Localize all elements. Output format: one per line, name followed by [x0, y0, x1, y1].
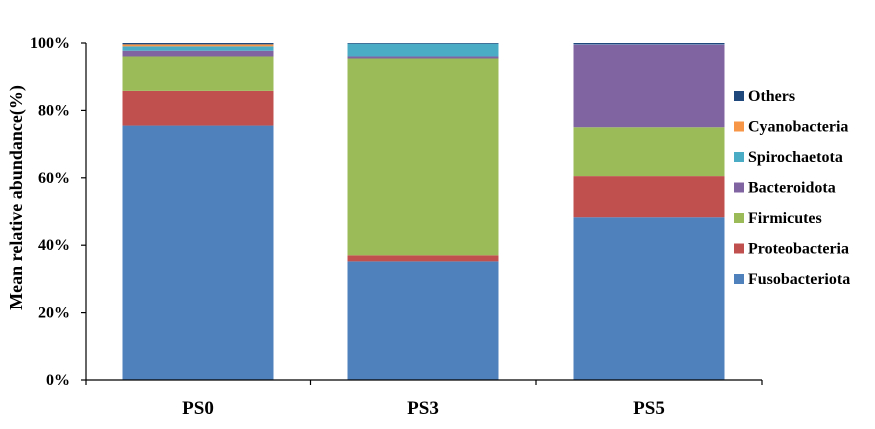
legend-swatch-cyanobacteria [734, 121, 744, 132]
legend: Others Cyanobacteria Spirochaetota Bacteroi… [734, 88, 850, 288]
legend-label-bacteroidota: Bacteroidota [748, 180, 836, 197]
bar-segment-ps0-firmicutes [122, 56, 274, 91]
legend-swatch-bacteroidota [734, 182, 744, 193]
bar-segment-ps5-others [573, 43, 725, 45]
legend-swatch-fusobacteriota [734, 274, 744, 284]
bar-segment-ps0-cyanobacteria [122, 44, 274, 47]
bar-segment-ps5-proteobacteria [573, 176, 725, 218]
y-tick-label: 80% [38, 102, 70, 119]
bar-segment-ps5-firmicutes [573, 127, 725, 177]
legend-label-cyanobacteria: Cyanobacteria [748, 119, 848, 136]
axes: 0% 20% 40% 60% 80% 100% PS0 PS3 PS5 [30, 35, 763, 419]
y-axis-label: Mean relative abundance(%) [6, 85, 27, 310]
bar-segment-ps3-fusobacteriota [347, 261, 499, 380]
bar-segment-ps0-proteobacteria [122, 90, 274, 126]
legend-swatch-others [734, 91, 744, 101]
legend-swatch-spirochaetota [734, 152, 744, 162]
bar-segment-ps0-others [122, 43, 274, 45]
bar-segment-ps3-bacteroidota [347, 56, 499, 59]
legend-swatch-proteobacteria [734, 243, 744, 254]
plot-area [122, 43, 725, 380]
bar-segment-ps3-proteobacteria [347, 255, 499, 262]
y-tick-label: 0% [46, 372, 70, 389]
legend-label-others: Others [748, 88, 795, 105]
y-tick-label: 20% [38, 305, 70, 322]
bar-segment-ps5-fusobacteriota [573, 217, 725, 380]
y-tick-label: 100% [30, 35, 70, 52]
x-tick-label-ps5: PS5 [633, 398, 665, 419]
legend-label-fusobacteriota: Fusobacteriota [748, 271, 850, 288]
bar-segment-ps0-fusobacteriota [122, 125, 274, 380]
legend-label-firmicutes: Firmicutes [748, 210, 822, 227]
bar-segment-ps0-bacteroidota [122, 50, 274, 57]
bar-segment-ps3-firmicutes [347, 58, 499, 256]
bar-segment-ps3-spirochaetota [347, 43, 499, 57]
x-tick-label-ps3: PS3 [407, 398, 439, 419]
bar-segment-ps3-others [347, 43, 499, 44]
legend-swatch-firmicutes [734, 213, 744, 223]
y-tick-label: 40% [38, 237, 70, 254]
y-tick-label: 60% [38, 170, 70, 187]
bar-segment-ps5-bacteroidota [573, 44, 725, 128]
legend-label-spirochaetota: Spirochaetota [748, 149, 843, 166]
x-tick-label-ps0: PS0 [182, 398, 214, 419]
bar-segment-ps0-spirochaetota [122, 46, 274, 51]
legend-label-proteobacteria: Proteobacteria [748, 241, 849, 258]
